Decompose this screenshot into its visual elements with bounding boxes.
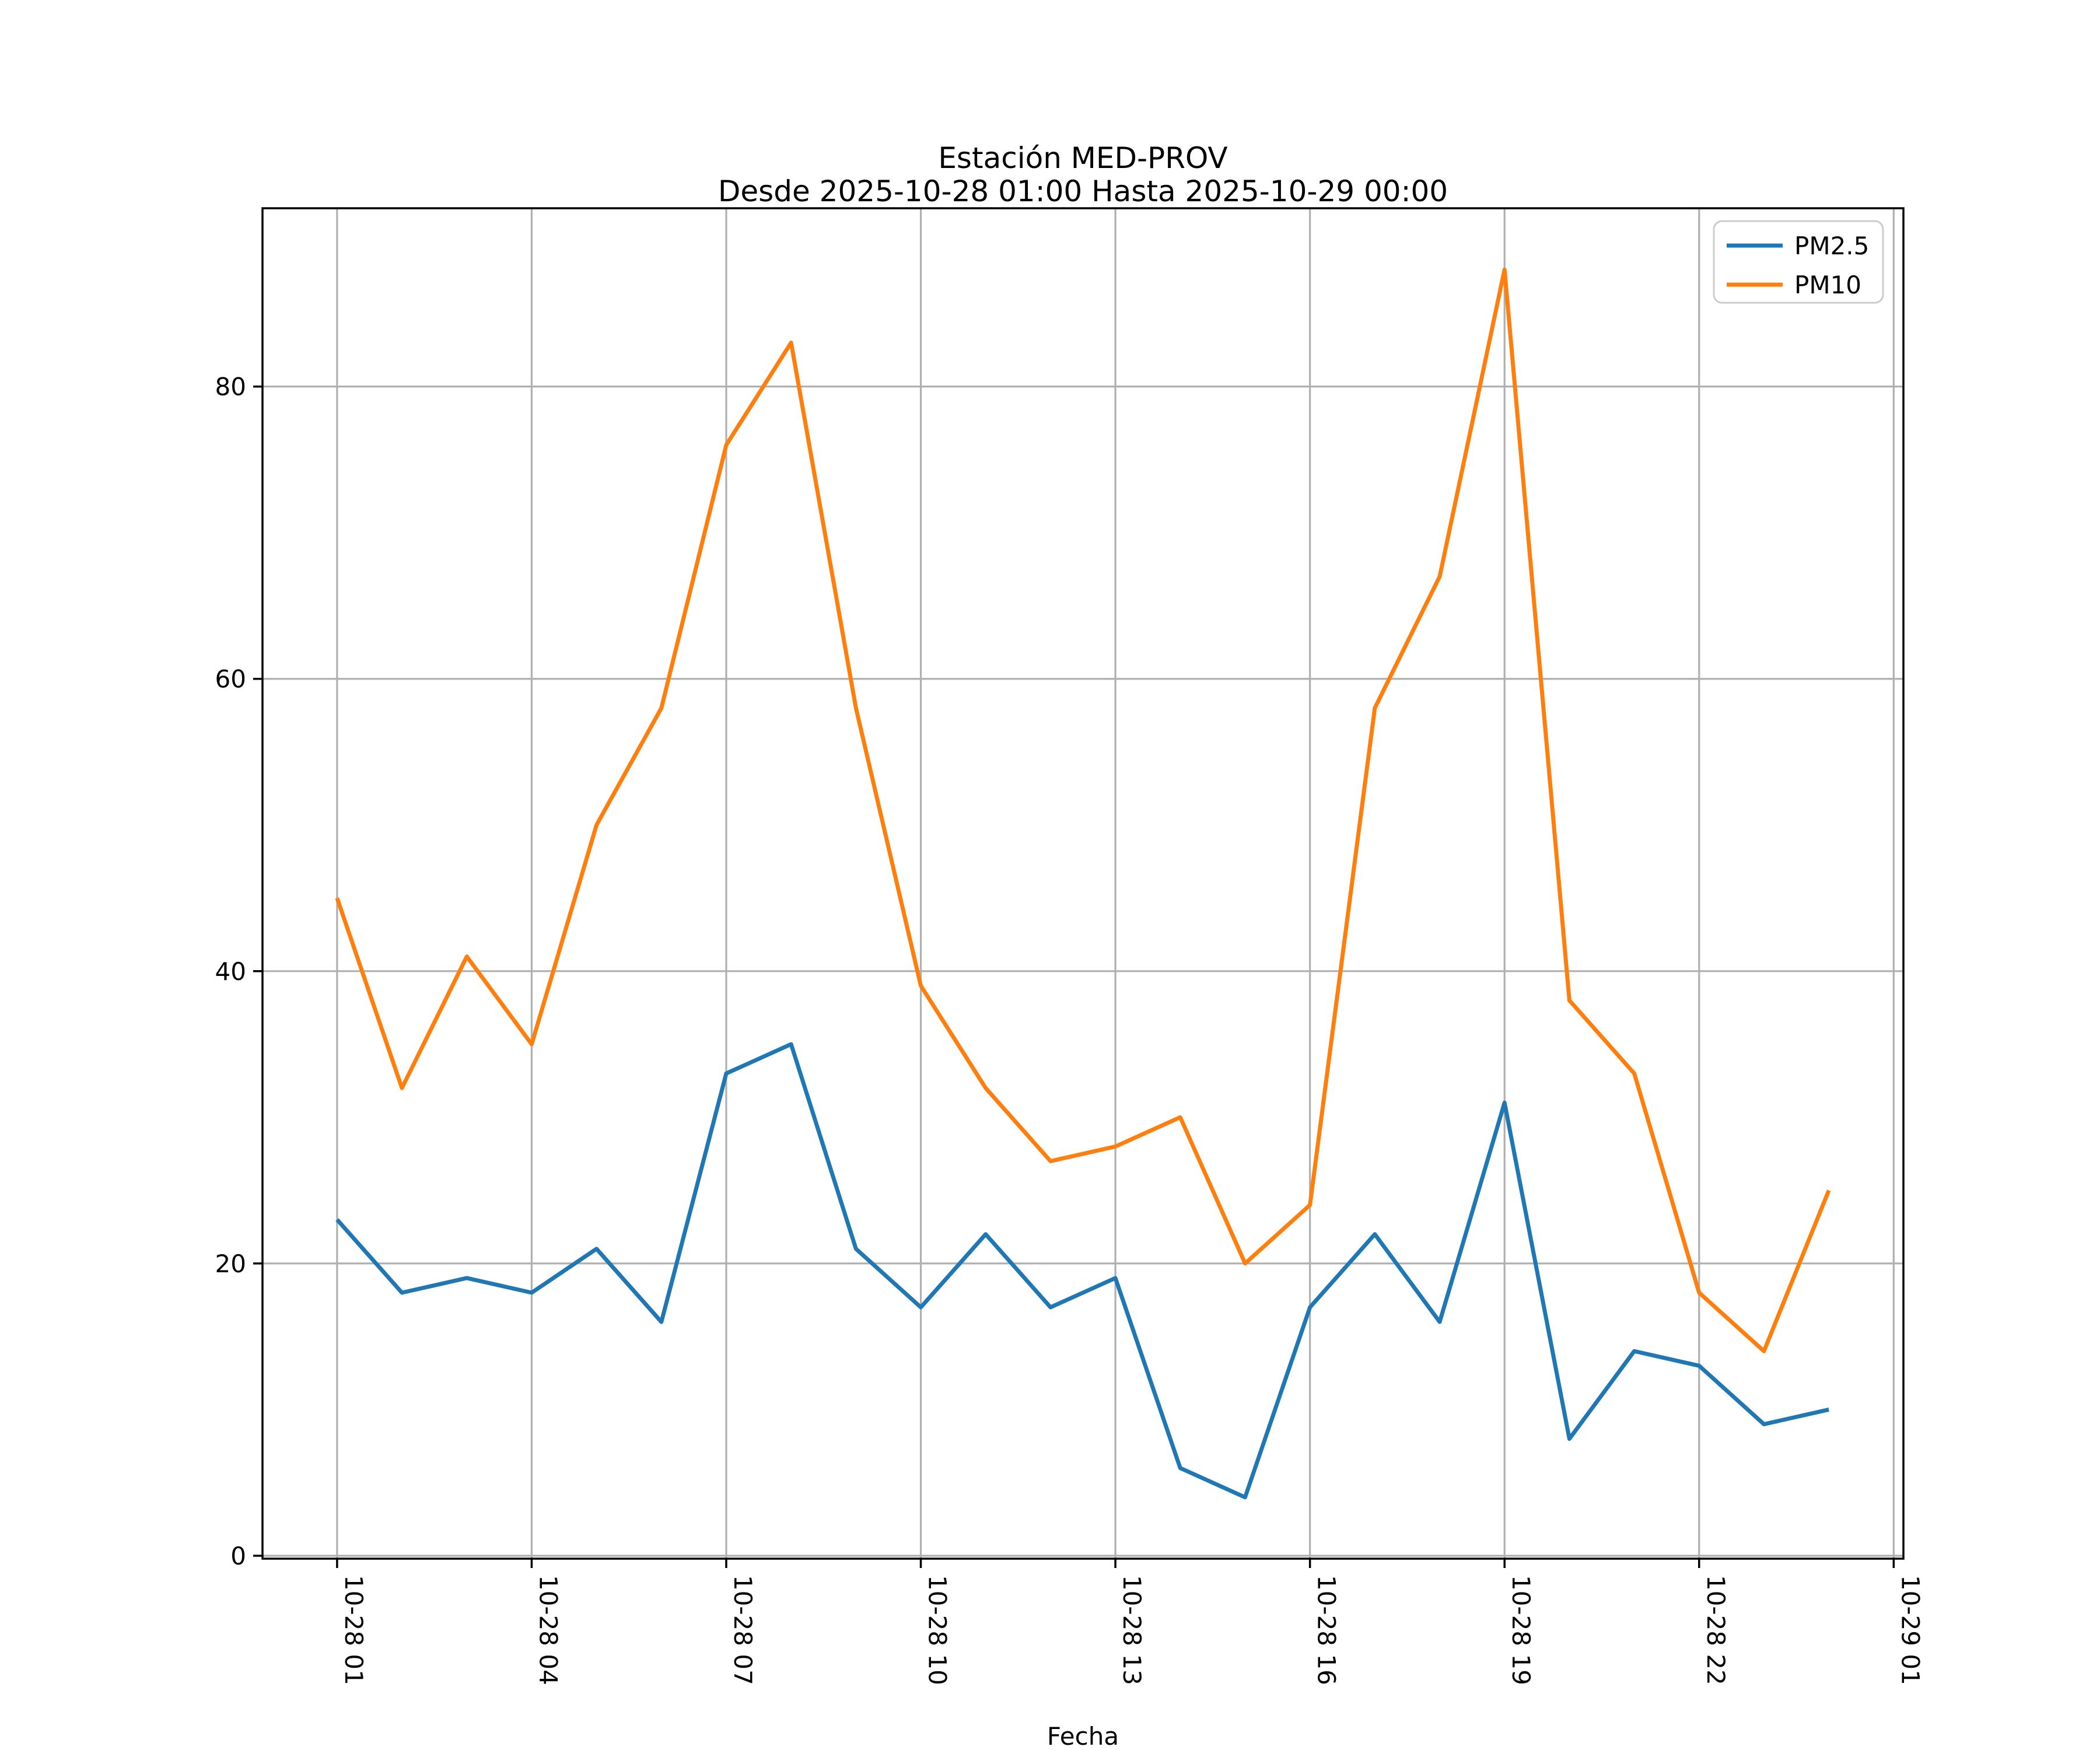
- series-line-pm25: [335, 1042, 1829, 1500]
- y-tick-label: 0: [230, 1542, 246, 1570]
- y-tick-label: 80: [215, 373, 246, 401]
- x-tick-label: 10-28 22: [1702, 1575, 1730, 1685]
- x-tick-label: 10-28 19: [1507, 1575, 1535, 1685]
- legend-label: PM10: [1794, 271, 1861, 299]
- x-tick-label: 10-28 04: [534, 1575, 562, 1685]
- x-tick-label: 10-28 10: [923, 1575, 952, 1685]
- x-axis-label: Fecha: [1046, 1722, 1119, 1750]
- legend-box: [1713, 220, 1884, 304]
- x-tick-label: 10-28 07: [729, 1575, 757, 1685]
- legend-label: PM2.5: [1794, 232, 1869, 260]
- x-tick-label: 10-28 13: [1118, 1575, 1146, 1685]
- x-tick-label: 10-29 01: [1896, 1575, 1924, 1685]
- chart-title-line1: Estación MED-PROV: [938, 141, 1228, 175]
- y-tick-label: 40: [215, 957, 246, 986]
- chart-title: Estación MED-PROV Desde 2025-10-28 01:00 …: [262, 142, 1903, 208]
- axes-spines: [261, 207, 1905, 1560]
- y-tick-label: 20: [215, 1250, 246, 1278]
- series-line-pm10: [335, 267, 1831, 1353]
- y-tick-label: 60: [215, 665, 246, 694]
- x-tick-label: 10-28 16: [1312, 1575, 1341, 1685]
- chart-title-line2: Desde 2025-10-28 01:00 Hasta 2025-10-29 …: [718, 174, 1448, 208]
- x-tick-label: 10-28 01: [340, 1575, 368, 1685]
